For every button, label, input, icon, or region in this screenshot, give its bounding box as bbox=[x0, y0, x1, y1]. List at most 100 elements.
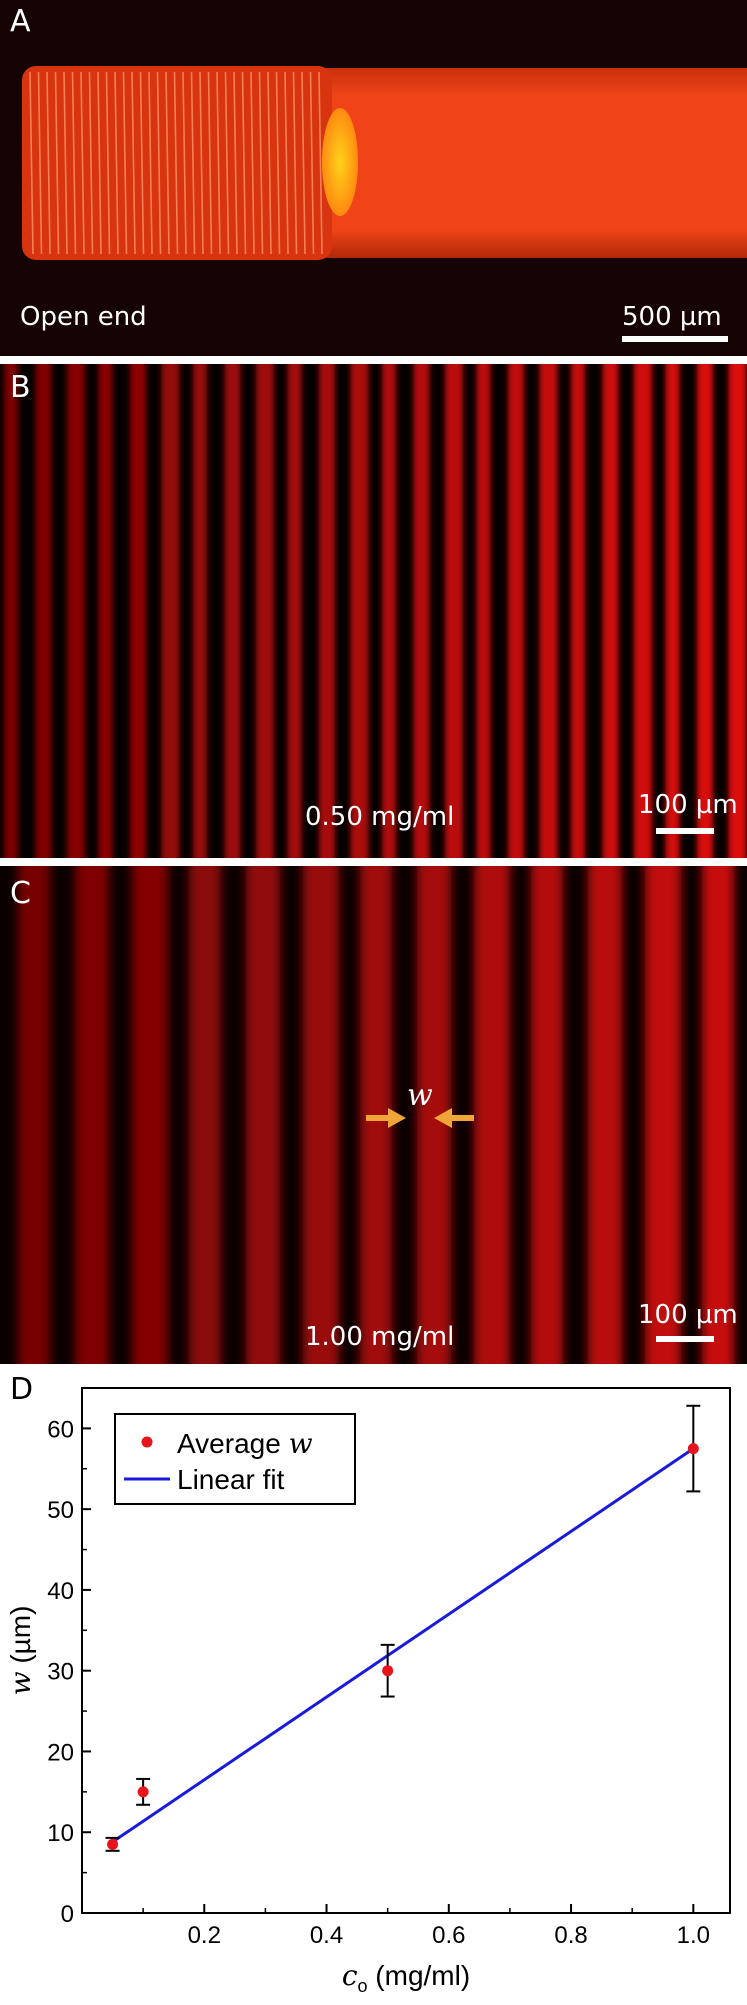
fluorescent-stripe bbox=[602, 364, 619, 858]
coil-stripe bbox=[71, 71, 77, 255]
coil-stripe bbox=[207, 71, 213, 255]
average-w-series bbox=[105, 1404, 701, 1852]
fluorescent-stripe bbox=[350, 364, 369, 858]
panel-c-scale-label: 100 µm bbox=[638, 1300, 738, 1330]
coil-stripe bbox=[301, 71, 306, 255]
panel-b-micrograph: B 0.50 mg/ml 100 µm bbox=[0, 364, 747, 858]
linear-fit-line bbox=[111, 1447, 695, 1844]
fluorescent-stripe bbox=[161, 364, 180, 858]
x-axis-ticks: 0.2 0.4 0.6 0.8 1.0 bbox=[142, 1904, 710, 1949]
coil-stripe bbox=[114, 71, 119, 255]
fluorescent-stripe bbox=[287, 364, 302, 858]
fluorescent-stripe bbox=[75, 866, 109, 1364]
right-pointing-arrow-icon bbox=[388, 1108, 406, 1128]
x-tick-label: 0.4 bbox=[310, 1922, 343, 1949]
legend-label-fit: Linear fit bbox=[177, 1464, 285, 1495]
fluorescent-stripe bbox=[697, 364, 713, 858]
coil-stripe bbox=[97, 71, 102, 255]
data-point bbox=[687, 1443, 699, 1455]
coil-stripe bbox=[148, 71, 153, 255]
panel-c-label: C bbox=[10, 876, 31, 911]
panel-c-caption: 1.00 mg/ml bbox=[305, 1322, 455, 1352]
coil-stripe bbox=[156, 71, 162, 255]
y-tick-label: 50 bbox=[47, 1497, 74, 1524]
data-point bbox=[382, 1665, 394, 1677]
coil-stripe bbox=[173, 71, 179, 255]
coil-stripe bbox=[54, 71, 60, 255]
x-tick-label: 0.6 bbox=[432, 1922, 465, 1949]
coil-stripe bbox=[250, 71, 255, 255]
panel-b-scale-bar bbox=[656, 828, 714, 834]
panel-b-scale-label: 100 µm bbox=[638, 790, 738, 820]
fluorescent-stripe bbox=[508, 364, 524, 858]
panel-d-label: D bbox=[10, 1372, 34, 1407]
y-tick-label: 0 bbox=[61, 1901, 74, 1928]
coil-stripe bbox=[122, 71, 128, 255]
coil-stripe bbox=[224, 71, 230, 255]
fluorescent-stripe bbox=[224, 364, 241, 858]
coil-stripe bbox=[318, 71, 323, 255]
x-tick-label: 0.2 bbox=[188, 1922, 221, 1949]
coil-stripe bbox=[46, 71, 51, 255]
width-marker-label: w bbox=[407, 1078, 433, 1113]
coil-stripe bbox=[29, 71, 34, 255]
fluorescent-stripe bbox=[303, 866, 339, 1364]
coil-stripe bbox=[292, 71, 298, 255]
panel-a-micrograph: A Open end 500 µm bbox=[0, 0, 747, 356]
panel-c-image bbox=[0, 866, 747, 1364]
coil-stripe bbox=[63, 71, 68, 255]
panel-b-image bbox=[0, 364, 747, 858]
fluorescent-stripe bbox=[98, 364, 113, 858]
left-pointing-arrow-icon bbox=[434, 1108, 452, 1128]
y-tick-label: 20 bbox=[47, 1739, 74, 1766]
fluorescent-stripe bbox=[445, 364, 463, 858]
coil-stripe bbox=[131, 71, 136, 255]
panel-b-label: B bbox=[10, 370, 31, 405]
legend-label-average: Average w bbox=[177, 1427, 313, 1460]
y-axis-label: w (µm) bbox=[4, 1606, 37, 1696]
fluorescent-stripe bbox=[189, 866, 221, 1364]
scatter-plot: 0 10 20 30 40 50 60 0.2 0.4 0.6 0.8 1.0 Average w … bbox=[4, 1387, 731, 1996]
fluorescent-stripe bbox=[665, 364, 680, 858]
fluorescent-stripe bbox=[531, 866, 563, 1364]
coil-stripe bbox=[165, 71, 170, 255]
coil-stripe bbox=[80, 71, 85, 255]
y-tick-label: 40 bbox=[47, 1578, 74, 1605]
panel-c-micrograph: C w 1.00 mg/ml 100 µm bbox=[0, 866, 747, 1364]
panel-a-scale-bar bbox=[622, 336, 728, 342]
fluorescent-stripe bbox=[413, 364, 430, 858]
coil-stripe bbox=[37, 71, 43, 255]
x-tick-label: 1.0 bbox=[677, 1922, 710, 1949]
fluorescent-stripe bbox=[571, 364, 585, 858]
coil-stripe bbox=[275, 71, 281, 255]
x-tick-label: 0.8 bbox=[554, 1922, 587, 1949]
fluorescent-stripe bbox=[246, 866, 280, 1364]
legend: Average w Linear fit bbox=[114, 1413, 356, 1505]
coil-stripe bbox=[233, 71, 238, 255]
coil-stripe bbox=[105, 71, 111, 255]
coil-stripe bbox=[88, 71, 94, 255]
coil-stripe bbox=[199, 71, 204, 255]
fluorescent-stripe bbox=[4, 364, 18, 858]
coil-stripe bbox=[190, 71, 196, 255]
panel-a-label: A bbox=[10, 4, 31, 39]
panel-a-caption: Open end bbox=[20, 302, 147, 332]
fluorescent-stripe bbox=[35, 364, 52, 858]
y-tick-label: 60 bbox=[47, 1416, 74, 1443]
width-marker-arrows bbox=[366, 1108, 474, 1128]
y-tick-label: 30 bbox=[47, 1659, 74, 1686]
plot-frame bbox=[81, 1387, 731, 1914]
fluorescent-stripe bbox=[256, 364, 274, 858]
coil-stripe bbox=[241, 71, 247, 255]
panel-a-scale-label: 500 µm bbox=[622, 302, 722, 332]
x-axis-label: co (mg/ml) bbox=[342, 1959, 470, 1996]
coil-stripe bbox=[139, 71, 145, 255]
fluorescent-stripe bbox=[702, 866, 734, 1364]
fluorescent-stripe bbox=[130, 364, 146, 858]
coil-stripe bbox=[258, 71, 264, 255]
coil-stripe bbox=[309, 71, 315, 255]
fluorescent-stripe bbox=[319, 364, 335, 858]
fluorescent-stripe bbox=[588, 866, 622, 1364]
legend-point-marker bbox=[141, 1436, 153, 1448]
y-tick-label: 10 bbox=[47, 1820, 74, 1847]
